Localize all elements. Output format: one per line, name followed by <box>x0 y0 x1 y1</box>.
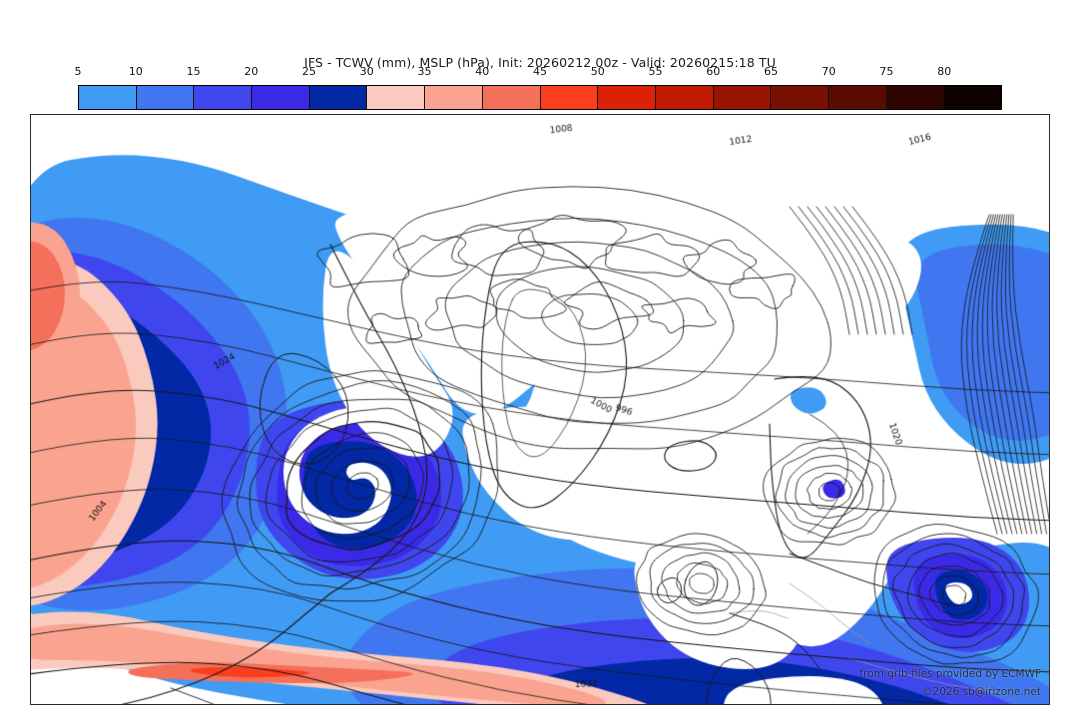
colorbar-tick-55: 55 <box>648 65 663 78</box>
colorbar-segment-47.5-50 <box>771 86 829 109</box>
colorbar-segment-12.5-15 <box>252 86 310 109</box>
colorbar-segment-37.5-40 <box>540 86 599 109</box>
copyright-credit: ©2026 sb@irizone.net <box>922 686 1041 698</box>
colorbar-tick-35: 35 <box>417 65 432 78</box>
colorbar-tick-5: 5 <box>74 65 82 78</box>
colorbar: 5 10 15 20 25 30 35 40 45 50 55 60 65 70 75 80 <box>75 65 1002 110</box>
colorbar-tick-45: 45 <box>533 65 547 78</box>
colorbar-tick-65: 65 <box>764 65 778 78</box>
colorbar-tick-25: 25 <box>302 65 316 78</box>
tcwv-mslp-map[interactable] <box>31 115 1049 704</box>
colorbar-tick-labels: 5 10 15 20 25 30 35 40 45 50 55 60 65 70 75 80 <box>74 65 1002 81</box>
colorbar-tick-30: 30 <box>359 65 374 78</box>
map-panel[interactable]: from grib files provided by ECMWF ©2026 … <box>30 114 1050 705</box>
colorbar-tick-50: 50 <box>590 65 605 78</box>
colorbar-tick-40: 40 <box>475 65 490 78</box>
page-title: IFS - TCWV (mm), MSLP (hPa), Init: 20260… <box>304 55 776 70</box>
colorbar-tick-70: 70 <box>821 65 836 78</box>
colorbar-tick-80: 80 <box>937 65 952 78</box>
data-source-credit: from grib files provided by ECMWF <box>859 668 1041 680</box>
colorbar-segment-15-30 <box>309 86 368 109</box>
colorbar-segment-50-55 <box>828 86 887 109</box>
colorbar-tick-20: 20 <box>244 65 259 78</box>
colorbar-segment-42.5-45 <box>655 86 714 109</box>
colorbar-tick-75: 75 <box>879 65 894 78</box>
colorbar-segment-7.5-10 <box>136 86 195 109</box>
colorbar-segment-40-42.5 <box>598 86 656 109</box>
colorbar-segments <box>78 85 1002 110</box>
colorbar-segment-30-32.5 <box>367 86 426 109</box>
colorbar-segment-55-65 <box>886 86 945 109</box>
colorbar-segment-35-37.5 <box>482 86 541 109</box>
colorbar-segment-32.5-35 <box>425 86 483 109</box>
colorbar-tick-15: 15 <box>186 65 201 78</box>
colorbar-tick-60: 60 <box>706 65 721 78</box>
colorbar-tick-10: 10 <box>128 65 143 78</box>
colorbar-segment-5-7.5 <box>79 86 137 109</box>
colorbar-segment-65-80 <box>944 86 1001 109</box>
colorbar-segment-45-47.5 <box>713 86 772 109</box>
colorbar-segment-10-12.5 <box>194 86 253 109</box>
